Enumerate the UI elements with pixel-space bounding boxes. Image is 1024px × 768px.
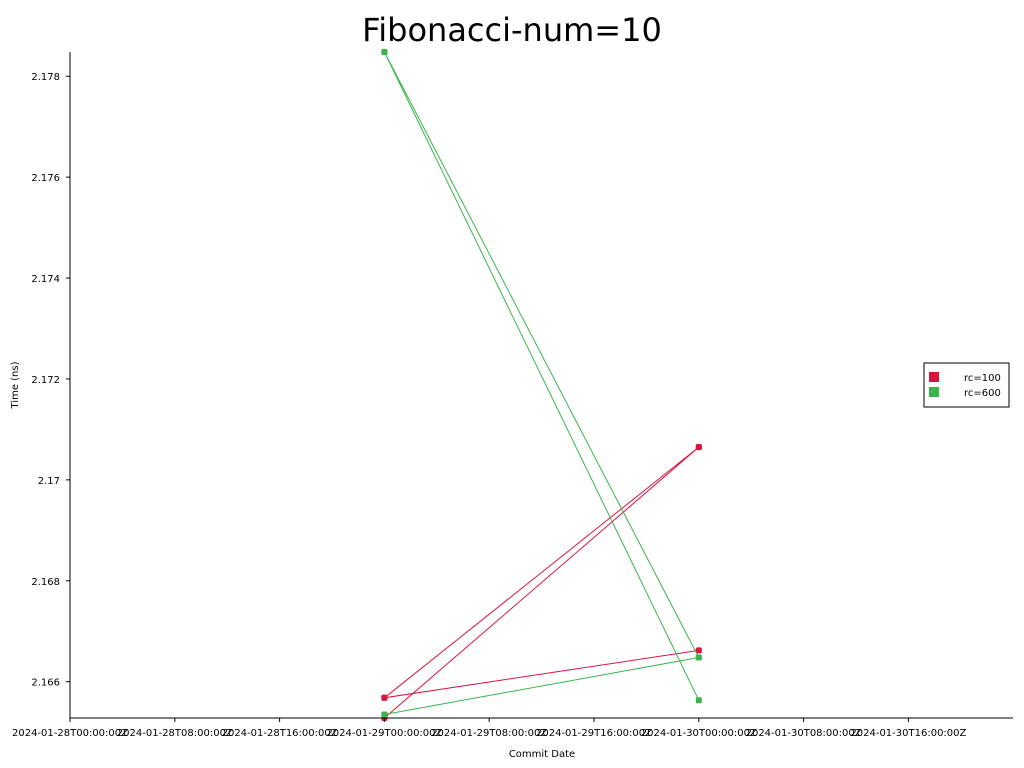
y-tick-label-1: 2.168 — [31, 577, 60, 588]
series-0 — [381, 444, 702, 721]
axes-layer — [69, 52, 1013, 719]
legend-swatch-rc100 — [929, 372, 939, 382]
x-axis-label: Commit Date — [509, 749, 575, 760]
data-point-1-5 — [695, 654, 702, 661]
legend-label-rc600: rc=600 — [964, 388, 1001, 399]
legend-swatch-rc600 — [929, 387, 939, 397]
legend: rc=100 rc=600 — [923, 362, 1010, 408]
y-tick-label-6: 2.178 — [31, 72, 60, 83]
x-tick-label-3: 2024-01-29T00:00:00Z — [326, 728, 442, 739]
data-point-1-1 — [695, 697, 702, 704]
chart-title: Fibonacci-num=10 — [362, 11, 662, 49]
y-axis-label: Time (ns) — [10, 361, 21, 409]
x-tick-label-0: 2024-01-28T00:00:00Z — [12, 728, 128, 739]
x-tick-label-8: 2024-01-30T16:00:00Z — [850, 728, 966, 739]
legend-box — [923, 362, 1010, 408]
x-tick-label-1: 2024-01-28T08:00:00Z — [117, 728, 233, 739]
y-tick-label-4: 2.174 — [31, 274, 60, 285]
ticks-layer: 2024-01-28T00:00:00Z2024-01-28T08:00:00Z… — [12, 72, 967, 739]
y-tick-label-3: 2.172 — [31, 375, 60, 386]
data-point-0-3 — [695, 444, 702, 451]
data-point-1-4 — [381, 711, 388, 718]
series-line-1 — [383, 51, 700, 715]
x-tick-label-6: 2024-01-30T00:00:00Z — [641, 728, 757, 739]
data-point-1-2 — [381, 49, 388, 55]
x-tick-label-2: 2024-01-28T16:00:00Z — [222, 728, 338, 739]
series-layer — [381, 49, 702, 721]
data-point-0-4 — [381, 694, 388, 701]
y-tick-label-0: 2.166 — [31, 678, 60, 689]
x-tick-label-7: 2024-01-30T08:00:00Z — [746, 728, 862, 739]
x-tick-label-4: 2024-01-29T08:00:00Z — [431, 728, 547, 739]
y-tick-label-5: 2.176 — [31, 173, 60, 184]
x-tick-label-5: 2024-01-29T16:00:00Z — [536, 728, 652, 739]
series-line-0 — [382, 446, 700, 719]
series-1 — [381, 49, 702, 718]
y-tick-label-2: 2.17 — [38, 476, 60, 487]
data-point-0-5 — [695, 647, 702, 654]
legend-label-rc100: rc=100 — [964, 373, 1001, 384]
